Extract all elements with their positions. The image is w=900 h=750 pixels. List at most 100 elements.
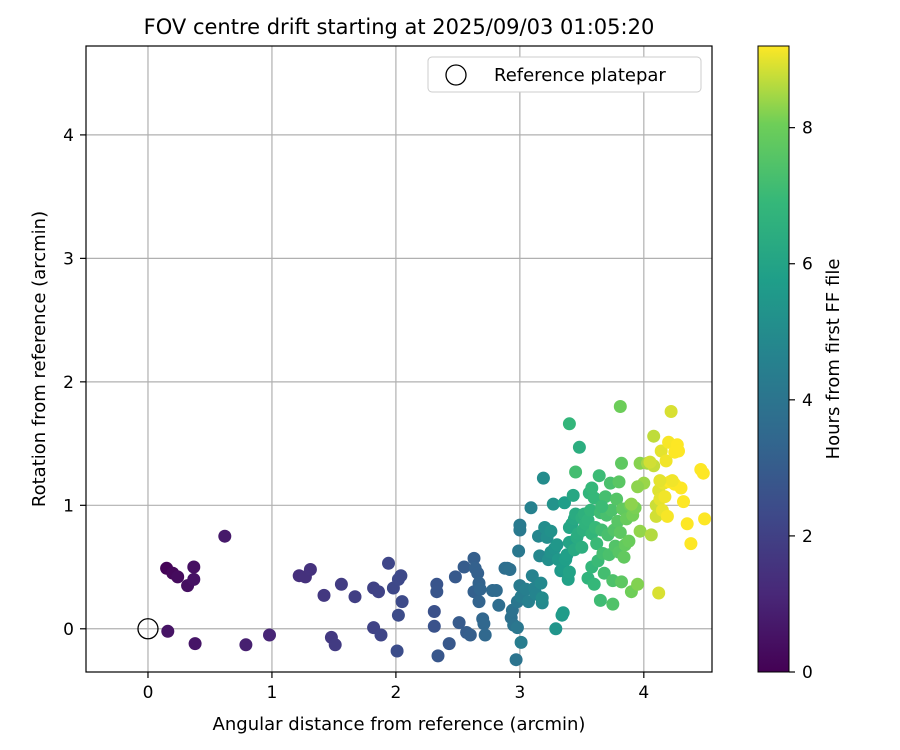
data-point [239, 638, 253, 652]
colorbar-label: Hours from first FF file [823, 259, 844, 460]
data-point [593, 593, 607, 607]
data-point [631, 577, 645, 591]
legend-reference-marker [445, 64, 467, 86]
data-point [452, 616, 466, 630]
data-point [317, 588, 331, 602]
data-point [647, 429, 661, 443]
data-point [677, 495, 690, 509]
x-tick-label: 3 [514, 683, 525, 703]
data-point [430, 585, 444, 599]
data-point [674, 481, 688, 495]
data-point [592, 469, 606, 483]
data-point [575, 540, 589, 554]
x-axis-label: Angular distance from reference (arcmin) [213, 714, 586, 735]
colorbar-gradient [757, 45, 790, 673]
colorbar-ticks: 0 2 4 6 8 [789, 119, 813, 683]
data-point [473, 582, 487, 596]
data-point [613, 400, 627, 413]
data-point [696, 466, 710, 480]
data-point [391, 608, 405, 622]
data-point [597, 566, 611, 580]
data-point [653, 474, 667, 488]
data-point [587, 491, 601, 505]
data-point [680, 517, 694, 531]
data-point [572, 440, 586, 454]
data-point [562, 565, 576, 579]
data-point [382, 556, 395, 570]
data-point [585, 481, 599, 495]
data-point [544, 524, 558, 538]
data-point [566, 488, 580, 502]
data-point [513, 518, 527, 532]
data-point [394, 569, 408, 583]
data-point [590, 537, 604, 551]
data-points [160, 400, 712, 667]
y-axis-ticks: 0 1 2 3 4 [63, 126, 86, 640]
data-point [472, 595, 486, 609]
data-point [427, 619, 441, 633]
data-point [584, 503, 597, 517]
data-point [587, 577, 601, 591]
colorbar-tick-label: 6 [802, 255, 813, 275]
data-point [161, 624, 175, 638]
data-point [606, 597, 620, 611]
legend: Reference platepar [427, 56, 702, 93]
data-point [334, 577, 348, 591]
data-point [615, 456, 628, 470]
grid-lines [86, 46, 712, 672]
colorbar-tick-label: 8 [802, 119, 813, 139]
data-point [698, 512, 712, 526]
data-point [348, 590, 362, 604]
data-point [503, 563, 517, 576]
data-point [605, 503, 619, 517]
y-axis-label: Rotation from reference (arcmin) [29, 211, 50, 507]
data-point [390, 644, 404, 658]
data-point [303, 563, 317, 576]
reference-point [137, 618, 159, 640]
data-point [514, 635, 528, 649]
data-point [509, 653, 523, 667]
data-point [652, 586, 666, 600]
data-point [187, 560, 201, 574]
data-point [431, 649, 445, 663]
data-point [569, 465, 583, 479]
data-point [218, 529, 232, 543]
data-point [684, 537, 698, 551]
data-point [613, 526, 627, 539]
y-tick-label: 2 [63, 373, 74, 393]
data-point [263, 628, 276, 642]
data-point [171, 570, 185, 584]
data-point [187, 572, 201, 586]
chart-title: FOV centre drift starting at 2025/09/03 … [144, 15, 655, 39]
data-point [188, 637, 202, 651]
reference-marker [137, 618, 159, 640]
data-point [524, 501, 538, 515]
data-point [615, 575, 628, 589]
data-point [442, 637, 456, 651]
data-point [643, 455, 657, 469]
data-point [665, 474, 679, 488]
y-tick-label: 4 [63, 126, 74, 146]
data-point [612, 475, 626, 489]
data-point [631, 480, 645, 494]
data-point [328, 638, 342, 652]
data-point [633, 524, 647, 538]
colorbar: 0 2 4 6 8 Hours from first FF file [757, 45, 844, 683]
data-point [478, 628, 492, 642]
data-point [427, 605, 441, 618]
colorbar-tick-label: 4 [802, 391, 813, 411]
data-point [610, 492, 624, 506]
colorbar-tick-label: 0 [802, 663, 813, 683]
data-point [658, 490, 672, 504]
data-point [562, 417, 576, 431]
data-point [556, 606, 570, 620]
data-point [660, 509, 674, 523]
data-point [624, 497, 638, 511]
data-point [664, 405, 678, 418]
data-point [622, 534, 636, 548]
data-point [536, 471, 550, 485]
data-point [549, 622, 563, 636]
data-point [492, 598, 506, 612]
data-point [463, 628, 477, 642]
